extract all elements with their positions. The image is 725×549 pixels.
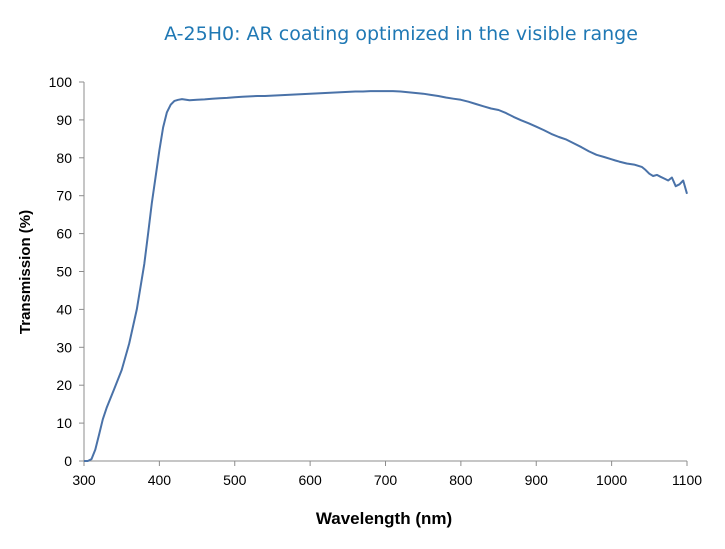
y-axis-ticks: 0 10 20 30 40 50 60 70 80 90 100 (49, 74, 84, 469)
transmission-series-line (84, 90, 688, 462)
chart-title: A-25H0: AR coating optimized in the visi… (164, 23, 638, 45)
y-axis-label: Transmission (%) (17, 210, 34, 334)
y-tick-label: 20 (56, 377, 72, 393)
x-axis-label: Wavelength (nm) (316, 509, 452, 528)
y-tick-label: 40 (56, 301, 72, 317)
x-axis-ticks: 300 400 500 600 700 800 900 1000 1100 (72, 461, 702, 488)
x-tick-label: 300 (72, 472, 96, 488)
y-tick-label: 10 (56, 415, 72, 431)
y-tick-label: 30 (56, 339, 72, 355)
y-tick-label: 100 (49, 74, 73, 90)
x-tick-label: 400 (148, 472, 172, 488)
x-tick-label: 900 (525, 472, 549, 488)
x-tick-label: 800 (449, 472, 473, 488)
y-tick-label: 80 (56, 150, 72, 166)
x-tick-label: 700 (374, 472, 398, 488)
y-tick-label: 60 (56, 226, 72, 242)
y-tick-label: 70 (56, 188, 72, 204)
x-tick-label: 1100 (672, 472, 702, 488)
y-tick-label: 50 (56, 264, 72, 280)
plot-area: 0 10 20 30 40 50 60 70 80 90 100 300 400 500 600 700 80… (49, 74, 703, 488)
y-tick-label: 0 (64, 453, 72, 469)
x-tick-label: 600 (298, 472, 322, 488)
x-tick-label: 500 (223, 472, 247, 488)
y-tick-label: 90 (56, 112, 72, 128)
x-tick-label: 1000 (596, 472, 627, 488)
